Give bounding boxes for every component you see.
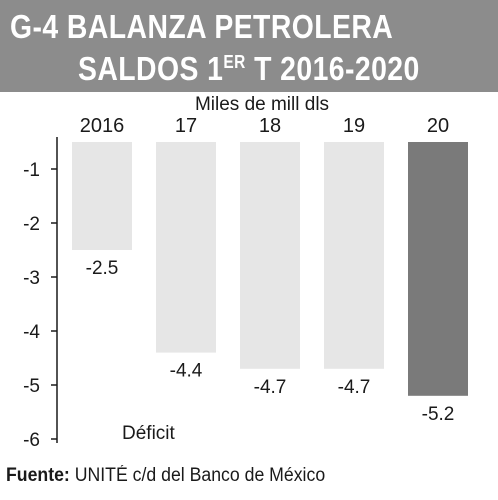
unit-label: Miles de mill dls <box>195 94 329 115</box>
title-superscript: ER <box>223 52 246 72</box>
y-tick-label--4: -4 <box>23 322 40 343</box>
value-label-17: -4.4 <box>170 361 203 382</box>
bar-chart: Miles de mill dls 2016 -2.5 17 -4.4 18 -4.7 19 -… <box>23 94 468 451</box>
y-tick-label--5: -5 <box>23 376 40 397</box>
value-label-20: -5.2 <box>422 404 455 425</box>
y-tick-label--1: -1 <box>23 160 40 181</box>
source-label: Fuente: <box>6 465 70 486</box>
category-label-19: 19 <box>343 115 365 137</box>
value-label-18: -4.7 <box>254 377 287 398</box>
bar-18 <box>240 142 300 369</box>
bar-19 <box>324 142 384 369</box>
category-label-17: 17 <box>175 115 197 137</box>
title-line-2-main: SALDOS 1 <box>78 50 224 87</box>
category-label-18: 18 <box>259 115 281 137</box>
source-note: Fuente: UNITÉ c/d del Banco de México <box>6 465 325 487</box>
title-line-2-tail: T 2016-2020 <box>245 50 420 87</box>
category-label-20: 20 <box>427 115 449 137</box>
category-label-2016: 2016 <box>80 115 125 137</box>
title-banner: G-4 BALANZA PETROLERA SALDOS 1ER T 2016-… <box>0 0 498 92</box>
bar-20 <box>408 142 468 396</box>
chart-title-line-1: G-4 BALANZA PETROLERA <box>10 8 394 45</box>
chart-title-line-2: SALDOS 1ER T 2016-2020 <box>78 50 420 88</box>
deficit-annotation: Déficit <box>122 423 176 444</box>
value-label-2016: -2.5 <box>86 258 119 279</box>
bar-17 <box>156 142 216 353</box>
y-tick-label--2: -2 <box>23 214 40 235</box>
source-text: UNITÉ c/d del Banco de México <box>69 465 326 486</box>
y-tick-label--6: -6 <box>23 430 40 451</box>
y-tick-label--3: -3 <box>23 268 40 289</box>
value-label-19: -4.7 <box>338 377 371 398</box>
bar-2016 <box>72 142 132 250</box>
